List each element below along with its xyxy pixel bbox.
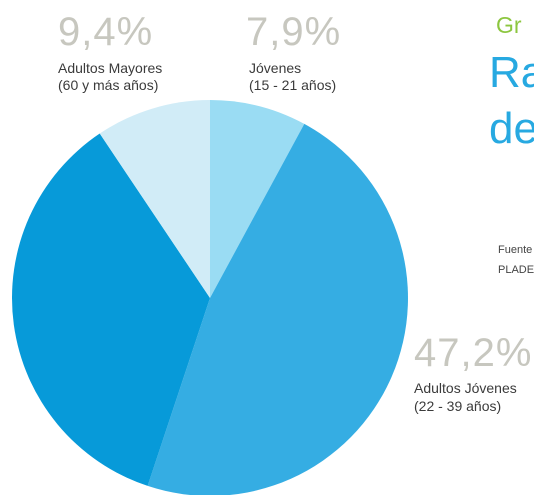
percent-label-adultos-jovenes: 47,2% xyxy=(414,331,533,375)
source-label: Fuente xyxy=(498,244,533,256)
pie-slice-adultos-jovenes xyxy=(147,123,408,495)
source-value: PLADE xyxy=(498,264,534,276)
label-adultos-jovenes-line2: (22 - 39 años) xyxy=(414,398,502,414)
label-mayores-line2: (60 y más años) xyxy=(58,77,159,93)
chart-kicker: Gr xyxy=(496,12,522,38)
pie-slice-adultos xyxy=(11,133,211,486)
label-jovenes-line2: (15 - 21 años) xyxy=(249,77,337,93)
label-jovenes-line1: Jóvenes xyxy=(249,60,302,76)
label-adultos-jovenes-line1: Adultos Jóvenes xyxy=(414,380,517,396)
label-mayores-line1: Adultos Mayores xyxy=(58,60,163,76)
chart-title-line2: de xyxy=(489,104,534,153)
percent-label-mayores: 9,4% xyxy=(58,10,154,54)
pie-slice-mayores xyxy=(99,100,210,298)
percent-label-jovenes: 7,9% xyxy=(246,10,342,54)
chart-title-line1: Ra xyxy=(489,48,534,97)
pie-slice-jovenes xyxy=(210,100,305,298)
